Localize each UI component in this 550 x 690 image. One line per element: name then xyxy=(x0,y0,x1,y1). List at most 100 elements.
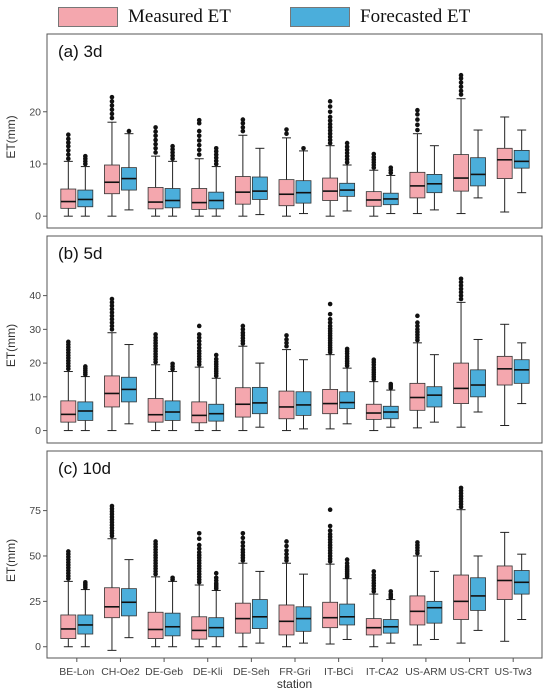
outlier-point xyxy=(388,381,394,387)
outlier-point xyxy=(415,107,420,113)
outlier-point xyxy=(240,327,246,332)
outlier-point xyxy=(213,146,219,151)
box xyxy=(191,188,208,210)
outlier-point xyxy=(153,141,158,147)
outlier-point xyxy=(388,165,394,170)
outlier-point xyxy=(327,531,333,537)
outlier-point xyxy=(301,146,306,151)
outlier-point xyxy=(240,530,246,536)
outlier-point xyxy=(196,152,202,157)
box xyxy=(339,603,356,626)
box xyxy=(164,612,181,637)
x-tick-label: DE-Geb xyxy=(145,666,183,678)
outlier-point xyxy=(153,125,158,130)
y-tick-label: 0 xyxy=(35,425,41,437)
outlier-point xyxy=(327,104,333,109)
box xyxy=(365,191,382,207)
outlier-point xyxy=(153,129,158,134)
y-tick-label: 50 xyxy=(29,550,41,562)
outlier-point xyxy=(327,528,333,533)
outlier-point xyxy=(284,131,289,136)
box xyxy=(77,189,94,208)
outlier-point xyxy=(196,550,202,555)
outlier-point xyxy=(196,536,202,542)
outlier-point xyxy=(196,342,202,347)
outlier-point xyxy=(109,107,115,112)
y-tick-label: 0 xyxy=(35,641,41,653)
chart-legend: Measured ET Forecasted ET xyxy=(0,0,550,34)
outlier-point xyxy=(196,345,202,351)
box xyxy=(470,157,486,187)
x-tick-label: DE-Kli xyxy=(193,666,223,678)
outlier-point xyxy=(83,364,88,369)
outlier-point xyxy=(327,311,333,317)
box xyxy=(60,400,77,423)
outlier-point xyxy=(458,80,464,85)
outlier-point xyxy=(458,92,464,97)
legend-item-measured: Measured ET xyxy=(58,6,231,28)
box xyxy=(496,147,513,179)
outlier-point xyxy=(109,111,115,117)
outlier-point xyxy=(109,327,115,332)
outlier-point xyxy=(109,296,115,302)
outlier-point xyxy=(240,125,246,130)
outlier-point xyxy=(371,151,377,157)
outlier-point xyxy=(196,138,202,143)
outlier-point xyxy=(196,546,202,552)
box xyxy=(295,391,312,416)
outlier-point xyxy=(66,148,71,153)
box xyxy=(426,386,443,408)
outlier-point xyxy=(109,94,115,100)
outlier-point xyxy=(196,147,202,153)
outlier-point xyxy=(240,535,246,541)
outlier-point xyxy=(109,300,115,305)
box xyxy=(164,400,181,421)
legend-label-forecasted: Forecasted ET xyxy=(360,6,471,27)
legend-swatch-forecasted xyxy=(290,7,350,27)
y-tick-label: 10 xyxy=(29,158,41,170)
outlier-point xyxy=(66,140,71,145)
outlier-point xyxy=(284,337,289,342)
outlier-point xyxy=(83,153,88,159)
outlier-point xyxy=(213,352,219,358)
box xyxy=(513,359,530,384)
box xyxy=(322,389,339,415)
outlier-point xyxy=(458,276,464,282)
box xyxy=(234,176,251,205)
box xyxy=(409,595,426,626)
box xyxy=(278,390,295,420)
outlier-point xyxy=(213,570,219,576)
outlier-point xyxy=(66,156,71,162)
outlier-point xyxy=(109,313,115,319)
outlier-point xyxy=(415,540,420,545)
box xyxy=(365,618,382,636)
outlier-point xyxy=(327,114,333,120)
outlier-point xyxy=(284,551,289,557)
y-tick-label: 0 xyxy=(35,211,41,223)
box xyxy=(496,565,513,600)
panel-title: (b) 5d xyxy=(58,244,102,263)
outlier-point xyxy=(415,117,420,122)
box xyxy=(453,362,469,404)
outlier-point xyxy=(66,152,71,157)
box xyxy=(60,188,77,209)
x-tick-label: US-ARM xyxy=(405,666,446,678)
y-tick-label: 10 xyxy=(29,391,41,403)
outlier-point xyxy=(109,310,115,315)
box xyxy=(147,611,164,639)
outlier-point xyxy=(327,320,333,325)
outlier-point xyxy=(284,539,289,544)
outlier-point xyxy=(458,286,464,292)
outlier-point xyxy=(344,144,350,150)
box xyxy=(322,601,339,629)
outlier-point xyxy=(196,128,202,134)
outlier-point xyxy=(240,128,246,134)
y-tick-label: 20 xyxy=(29,358,41,370)
outlier-point xyxy=(196,323,202,329)
outlier-point xyxy=(213,356,219,362)
outlier-point xyxy=(458,485,464,491)
outlier-point xyxy=(213,575,219,581)
outlier-point xyxy=(415,122,420,128)
box xyxy=(339,391,356,410)
